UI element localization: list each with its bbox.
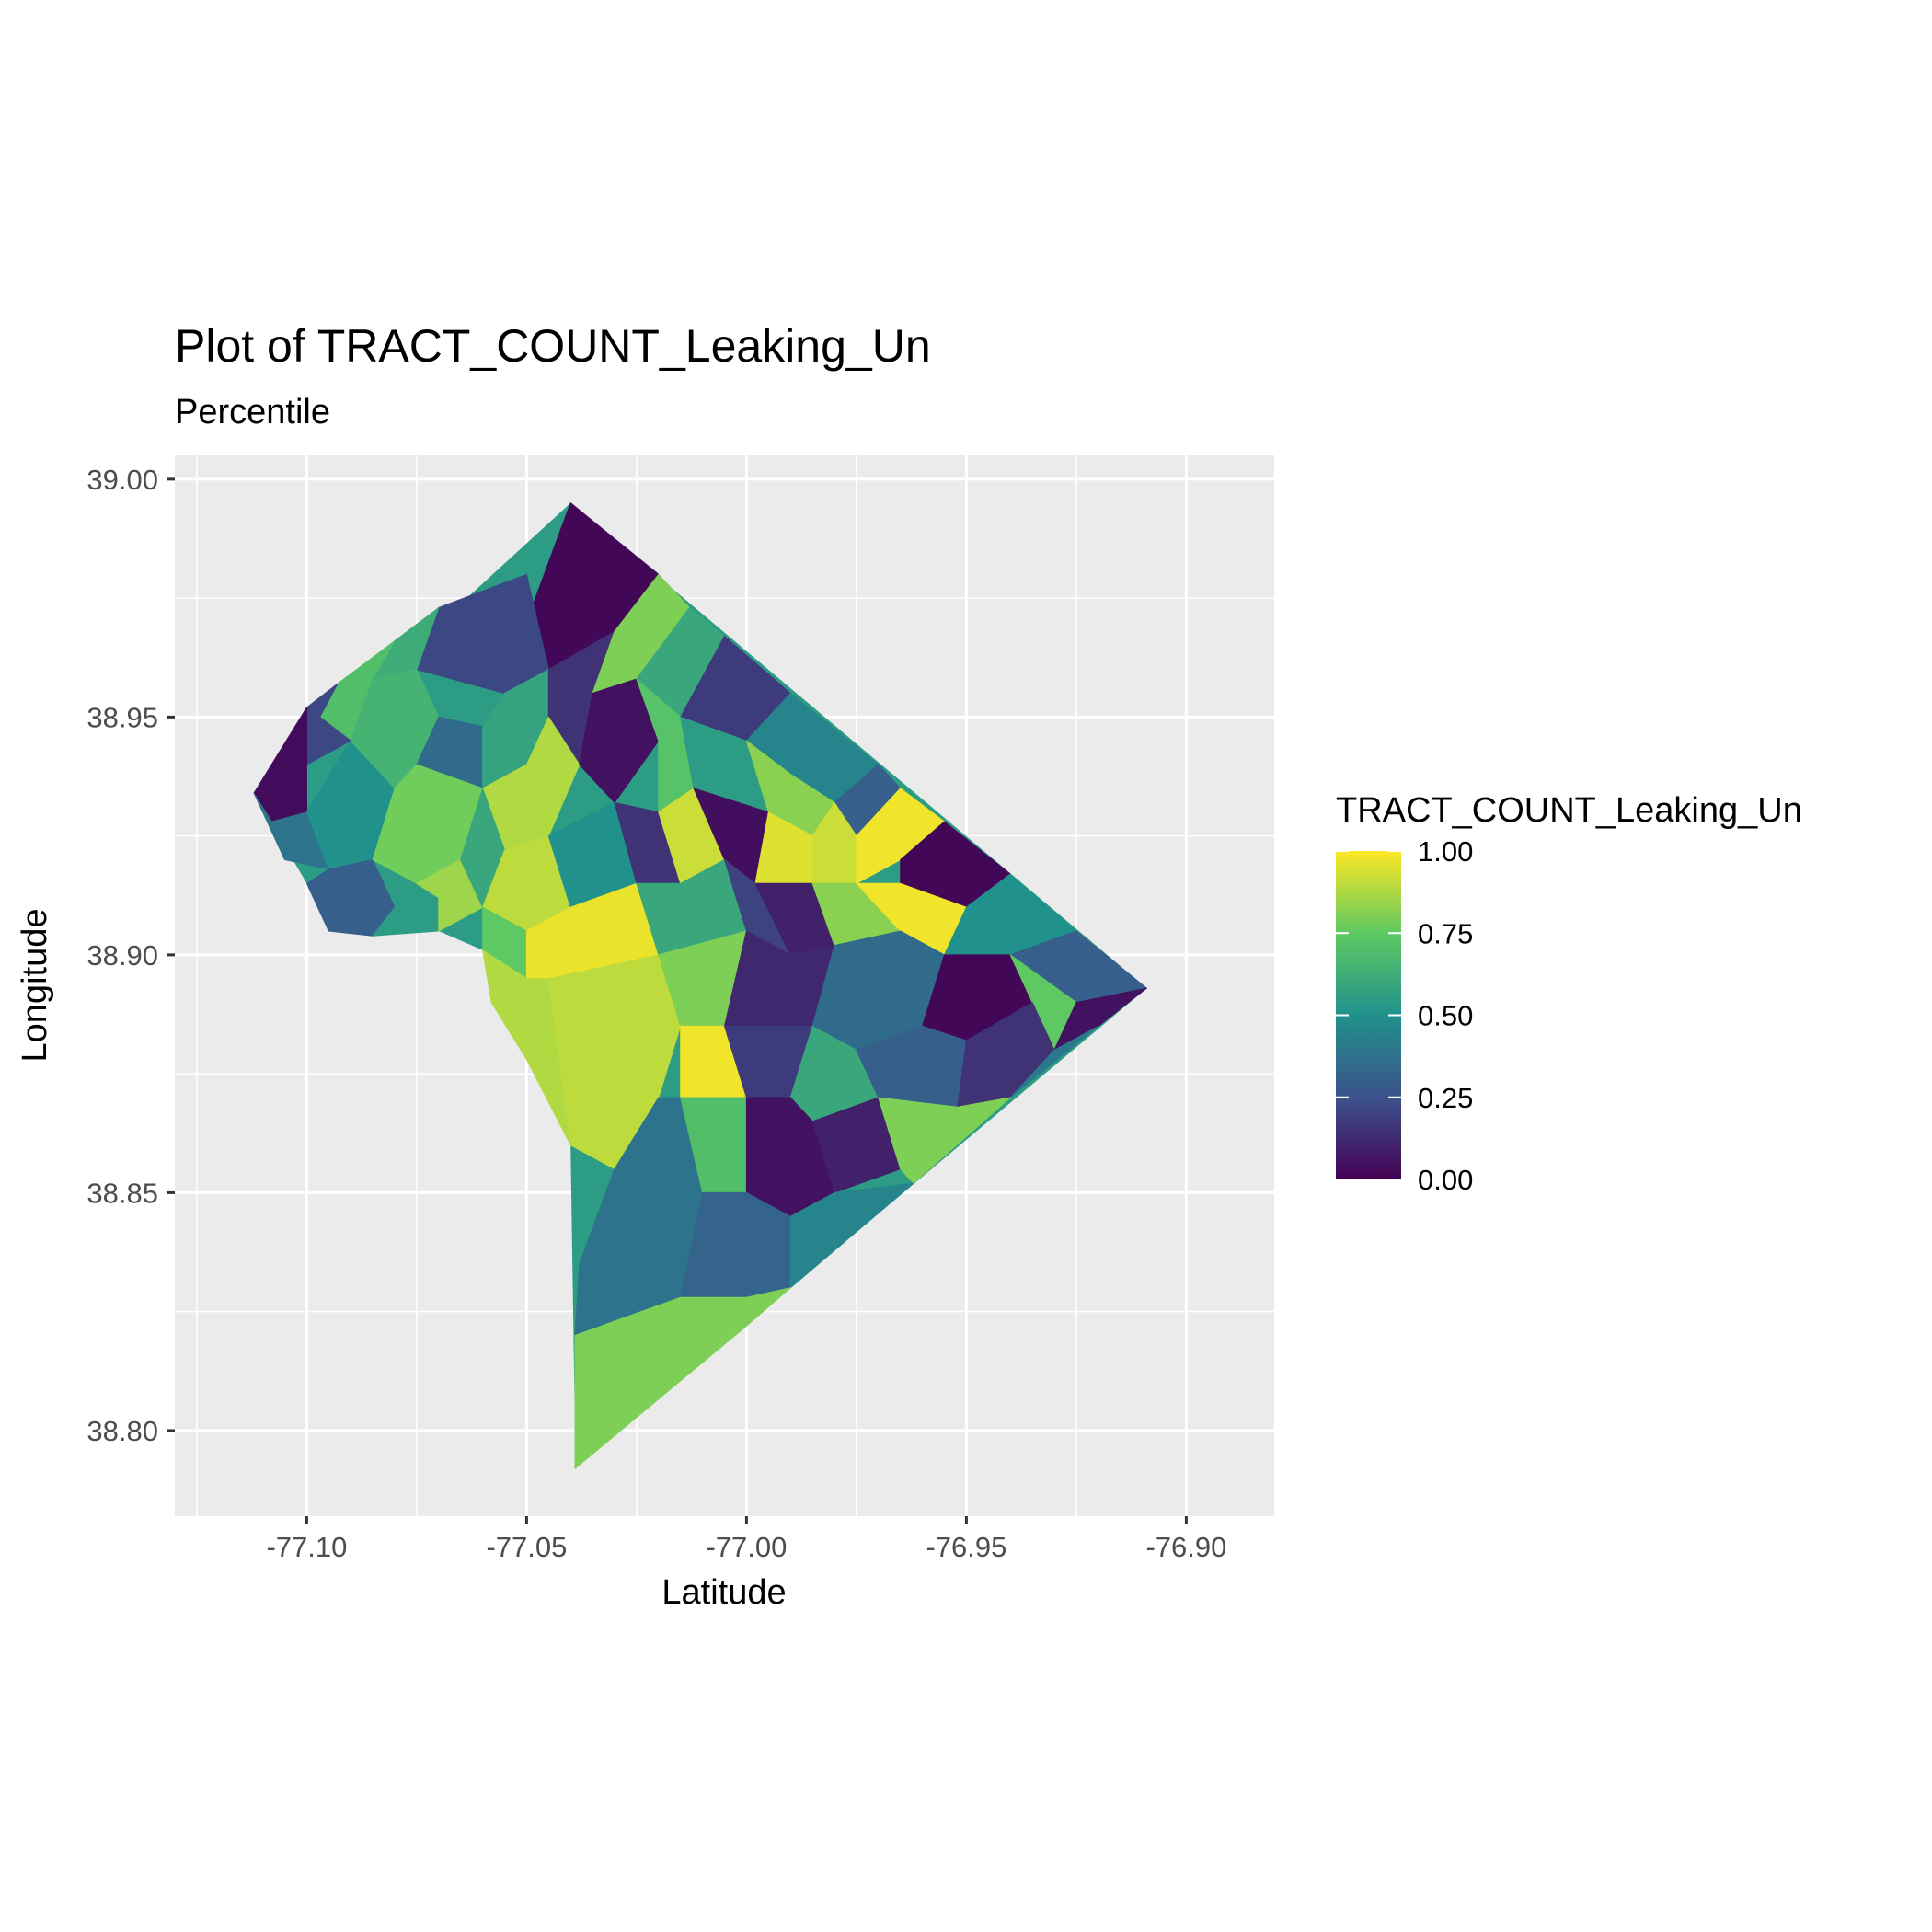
plot-title: Plot of TRACT_COUNT_Leaking_Un bbox=[175, 320, 931, 372]
y-tick-label: 38.90 bbox=[86, 939, 158, 972]
x-axis-title: Latitude bbox=[661, 1573, 786, 1612]
legend-label: 0.25 bbox=[1418, 1082, 1473, 1114]
legend-label: 1.00 bbox=[1418, 835, 1473, 868]
y-tick-label: 38.80 bbox=[86, 1415, 158, 1447]
legend-label: 0.75 bbox=[1418, 917, 1473, 949]
y-axis-title: Longitude bbox=[16, 909, 54, 1063]
x-tick-label: -77.10 bbox=[266, 1531, 347, 1563]
plot-subtitle: Percentile bbox=[175, 393, 330, 431]
y-tick-label: 39.00 bbox=[86, 464, 158, 496]
x-tick-label: -76.90 bbox=[1145, 1531, 1226, 1563]
legend-label: 0.00 bbox=[1418, 1164, 1473, 1196]
x-tick-label: -77.00 bbox=[706, 1531, 787, 1563]
legend-label: 0.50 bbox=[1418, 1000, 1473, 1032]
x-tick-label: -77.05 bbox=[486, 1531, 567, 1563]
y-tick-label: 38.85 bbox=[86, 1177, 158, 1209]
x-tick-label: -76.95 bbox=[926, 1531, 1006, 1563]
y-tick-label: 38.95 bbox=[86, 701, 158, 733]
legend-title: TRACT_COUNT_Leaking_Un bbox=[1336, 791, 1802, 830]
